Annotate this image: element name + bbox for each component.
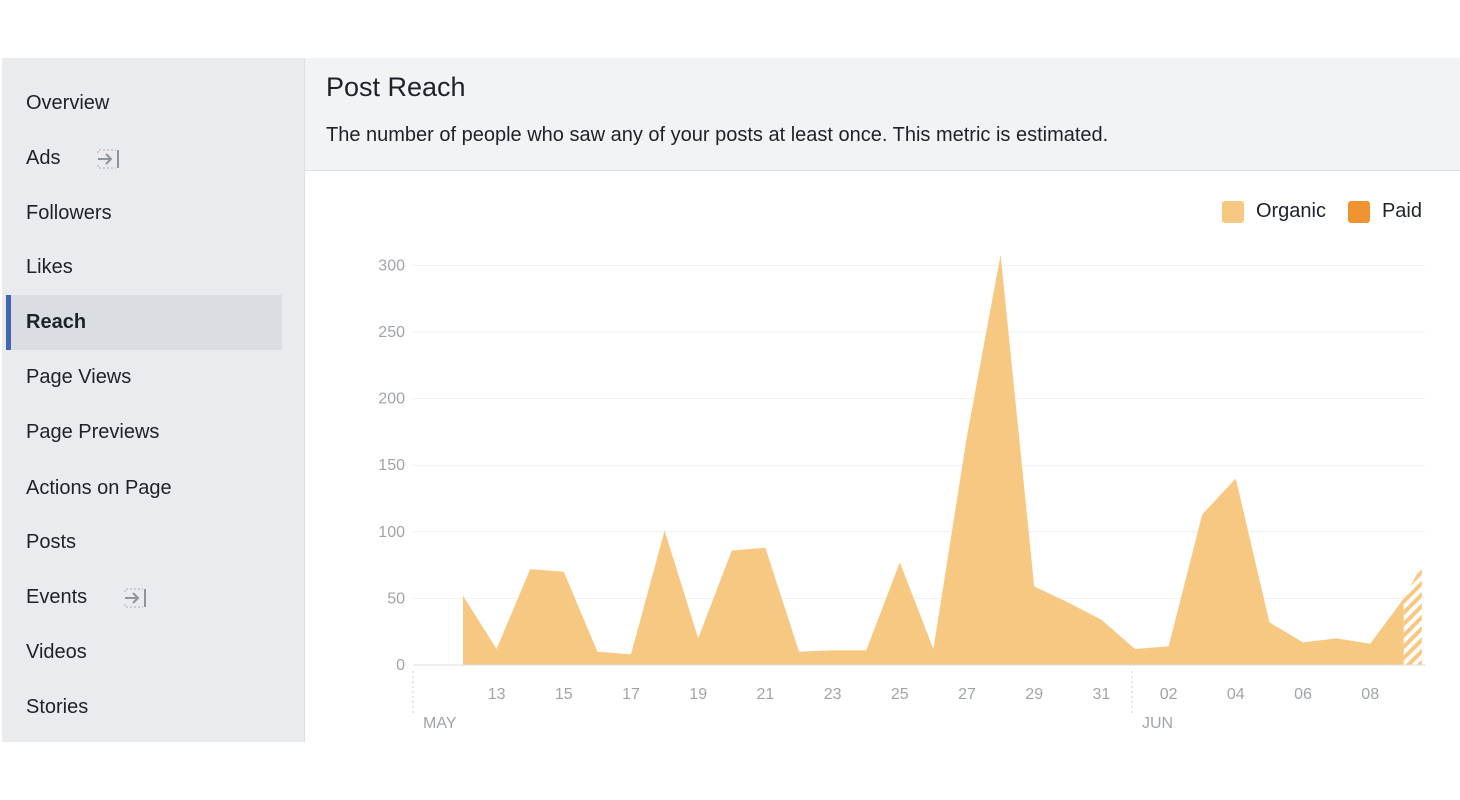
sidebar-item-label: Actions on Page — [26, 477, 172, 499]
sidebar-item-label: Stories — [26, 696, 89, 718]
x-tick-label: 21 — [757, 686, 775, 703]
x-tick-label: 15 — [555, 686, 573, 703]
sidebar-item-label: Posts — [26, 531, 77, 553]
sidebar-item-posts[interactable]: Posts — [6, 515, 282, 570]
export-icon — [124, 587, 147, 608]
legend-item-paid[interactable]: Paid — [1347, 200, 1422, 223]
x-tick-label: 17 — [622, 686, 640, 703]
legend-label-paid: Paid — [1381, 200, 1422, 222]
x-tick-label: 06 — [1294, 686, 1312, 703]
insights-frame: Overview Ads Followers Likes Reach Page … — [2, 58, 1460, 742]
sidebar-item-likes[interactable]: Likes — [6, 240, 282, 295]
x-tick-label: 27 — [958, 686, 976, 703]
y-tick-label: 0 — [396, 657, 405, 674]
export-icon — [97, 148, 120, 169]
sidebar-item-label: Reach — [26, 311, 87, 333]
sidebar-item-page-views[interactable]: Page Views — [6, 350, 282, 405]
sidebar-item-followers[interactable]: Followers — [6, 186, 282, 241]
sidebar-item-label: Overview — [26, 92, 110, 114]
month-label: JUN — [1142, 715, 1173, 732]
sidebar-item-reach[interactable]: Reach — [6, 295, 282, 350]
x-tick-label: 19 — [689, 686, 707, 703]
chart-legend: Organic Paid — [1200, 200, 1422, 223]
y-tick-label: 200 — [378, 391, 405, 408]
metric-description: The number of people who saw any of your… — [326, 124, 1109, 146]
y-tick-label: 100 — [378, 524, 405, 541]
x-tick-label: 25 — [891, 686, 909, 703]
sidebar: Overview Ads Followers Likes Reach Page … — [2, 58, 305, 742]
month-label: MAY — [423, 715, 457, 732]
y-tick-label: 300 — [378, 257, 405, 274]
y-tick-label: 50 — [387, 590, 405, 607]
sidebar-item-label: Likes — [26, 256, 73, 278]
x-tick-label: 29 — [1025, 686, 1043, 703]
y-tick-label: 250 — [378, 324, 405, 341]
main-panel: Post Reach The number of people who saw … — [305, 58, 1460, 742]
sidebar-item-events[interactable]: Events — [6, 570, 282, 625]
legend-swatch-organic — [1221, 200, 1244, 223]
sidebar-item-actions-on-page[interactable]: Actions on Page — [6, 461, 282, 516]
x-tick-label: 31 — [1093, 686, 1111, 703]
x-tick-label: 04 — [1227, 686, 1245, 703]
y-tick-label: 150 — [378, 457, 405, 474]
panel-header: Post Reach The number of people who saw … — [305, 58, 1460, 171]
sidebar-item-label: Page Views — [26, 366, 132, 388]
sidebar-item-label: Followers — [26, 202, 112, 224]
partial-period-area — [1403, 565, 1422, 665]
sidebar-item-overview[interactable]: Overview — [6, 76, 282, 131]
sidebar-item-videos[interactable]: Videos — [6, 625, 282, 680]
sidebar-item-label: Videos — [26, 641, 87, 663]
sidebar-item-label: Page Previews — [26, 421, 160, 443]
sidebar-item-stories[interactable]: Stories — [6, 680, 282, 735]
sidebar-item-ads[interactable]: Ads — [6, 131, 282, 186]
sidebar-item-label: Ads — [26, 147, 61, 169]
legend-swatch-paid — [1347, 200, 1370, 223]
sidebar-item-label: Events — [26, 586, 88, 608]
legend-label-organic: Organic — [1255, 200, 1326, 222]
x-tick-label: 08 — [1361, 686, 1379, 703]
legend-item-organic[interactable]: Organic — [1221, 200, 1326, 223]
x-tick-label: 13 — [488, 686, 506, 703]
sidebar-item-page-previews[interactable]: Page Previews — [6, 405, 282, 460]
page-title: Post Reach — [326, 72, 466, 102]
x-tick-label: 23 — [824, 686, 842, 703]
post-reach-chart: 0 50 100 150 200 250 300 13 15 17 19 21 23 25 27 29 31 02… — [378, 254, 1425, 732]
x-tick-label: 02 — [1160, 686, 1178, 703]
series-organic-area — [463, 254, 1404, 665]
